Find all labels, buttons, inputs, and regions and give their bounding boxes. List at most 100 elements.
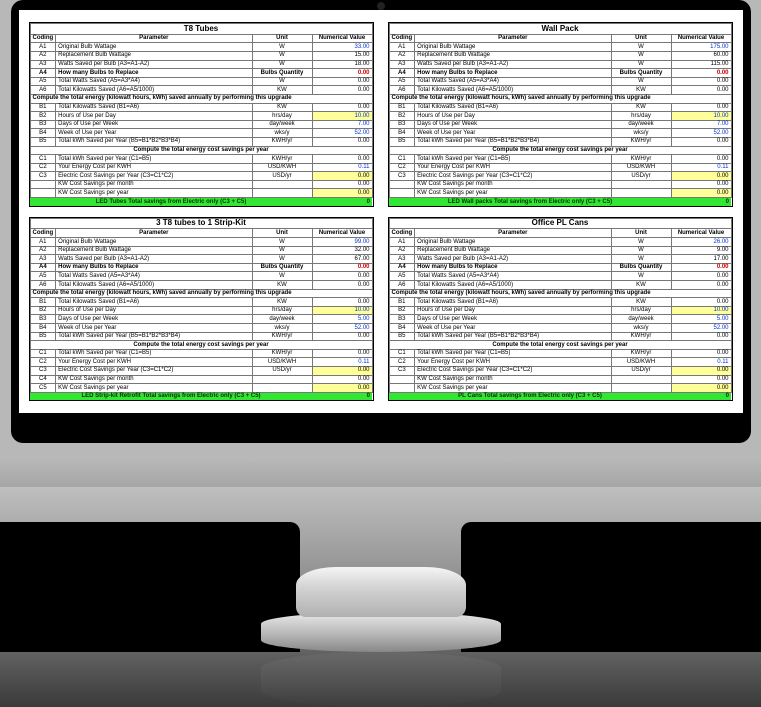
- shadow-left: [0, 522, 300, 652]
- row-code: [389, 189, 415, 198]
- row-value[interactable]: 5.00: [312, 315, 372, 324]
- row-value[interactable]: 0.00: [671, 103, 731, 112]
- row-value[interactable]: 67.00: [312, 255, 372, 264]
- row-value[interactable]: 10.00: [671, 306, 731, 315]
- row-value[interactable]: 0.00: [671, 375, 731, 384]
- table-row: C4 KW Cost Savings per month 0.00: [30, 375, 372, 384]
- row-value[interactable]: 10.00: [312, 306, 372, 315]
- row-value[interactable]: 33.00: [312, 43, 372, 52]
- row-value[interactable]: 0.11: [312, 163, 372, 172]
- row-value[interactable]: 52.00: [312, 324, 372, 333]
- table-row: C1 Total kWh Saved per Year (C1=B5) KWH/…: [30, 155, 372, 164]
- row-value[interactable]: 15.00: [312, 51, 372, 60]
- row-param: Days of Use per Week: [415, 120, 611, 129]
- table-row: B3 Days of Use per Week day/week 5.00: [30, 315, 372, 324]
- row-value[interactable]: 0.00: [671, 189, 731, 198]
- row-value[interactable]: 26.00: [671, 238, 731, 247]
- row-value[interactable]: 0.00: [671, 281, 731, 290]
- table-row: C1 Total kWh Saved per Year (C1=B5) KWH/…: [30, 349, 372, 358]
- row-value[interactable]: 0.00: [671, 263, 731, 272]
- hdr-unit: Unit: [611, 34, 671, 43]
- row-value[interactable]: 0.00: [671, 349, 731, 358]
- row-value[interactable]: 0.00: [312, 172, 372, 181]
- row-value[interactable]: 0.00: [671, 384, 731, 393]
- hdr-unit: Unit: [252, 34, 312, 43]
- table-row: B4 Week of Use per Year wks/y 52.00: [389, 324, 731, 333]
- row-value[interactable]: 0.00: [671, 272, 731, 281]
- row-value[interactable]: 0.00: [312, 103, 372, 112]
- row-unit: day/week: [252, 120, 312, 129]
- section-label: Compute the total energy cost savings pe…: [389, 341, 731, 350]
- row-value[interactable]: 99.00: [312, 238, 372, 247]
- row-value[interactable]: 52.00: [671, 324, 731, 333]
- row-code: [389, 375, 415, 384]
- row-value[interactable]: 0.00: [671, 137, 731, 146]
- row-code: B4: [30, 129, 56, 138]
- row-value[interactable]: 7.00: [312, 120, 372, 129]
- row-value[interactable]: 0.00: [312, 86, 372, 95]
- row-param: Total kWh Saved per Year (B5=B1*B2*B3*B4…: [415, 137, 611, 146]
- row-value[interactable]: 0.00: [312, 180, 372, 189]
- row-unit: KWH/yr: [611, 155, 671, 164]
- row-value[interactable]: 0.00: [671, 180, 731, 189]
- row-value[interactable]: 0.00: [312, 77, 372, 86]
- row-value[interactable]: 32.00: [312, 246, 372, 255]
- table-row: C3 Electric Cost Savings per Year (C3=C1…: [30, 366, 372, 375]
- row-value[interactable]: 52.00: [671, 129, 731, 138]
- panel-title: Office PL Cans: [389, 218, 731, 229]
- row-unit: [252, 189, 312, 198]
- row-value[interactable]: 0.00: [671, 155, 731, 164]
- row-value[interactable]: 0.00: [312, 137, 372, 146]
- row-value[interactable]: 0.00: [671, 332, 731, 341]
- row-value[interactable]: 60.00: [671, 51, 731, 60]
- row-value[interactable]: 0.00: [312, 332, 372, 341]
- panel-title: 3 T8 tubes to 1 Strip-Kit: [30, 218, 372, 229]
- row-value[interactable]: 0.00: [312, 189, 372, 198]
- row-value[interactable]: 0.11: [671, 163, 731, 172]
- row-value[interactable]: 0.00: [312, 349, 372, 358]
- row-value[interactable]: 115.00: [671, 60, 731, 69]
- row-value[interactable]: 175.00: [671, 43, 731, 52]
- row-value[interactable]: 10.00: [312, 112, 372, 121]
- row-value[interactable]: 9.00: [671, 246, 731, 255]
- row-value[interactable]: 52.00: [312, 129, 372, 138]
- row-value[interactable]: 5.00: [671, 315, 731, 324]
- row-value[interactable]: 0.00: [312, 272, 372, 281]
- row-value[interactable]: 0.00: [671, 86, 731, 95]
- row-value[interactable]: 7.00: [671, 120, 731, 129]
- row-value[interactable]: 0.00: [312, 281, 372, 290]
- section-label: Compute the total energy cost savings pe…: [30, 341, 372, 350]
- row-unit: KWH/yr: [252, 349, 312, 358]
- row-unit: [611, 189, 671, 198]
- row-value[interactable]: 0.00: [312, 298, 372, 307]
- row-value[interactable]: 0.00: [312, 69, 372, 78]
- row-value[interactable]: 0.00: [671, 298, 731, 307]
- header-row: Coding Parameter Unit Numerical Value: [30, 229, 372, 238]
- row-code: [30, 189, 56, 198]
- row-param: Hours of Use per Day: [415, 112, 611, 121]
- row-value[interactable]: 0.00: [671, 172, 731, 181]
- row-value[interactable]: 0.00: [671, 69, 731, 78]
- section-label: Compute the total energy (kilowatt hours…: [30, 94, 372, 103]
- row-value[interactable]: 0.11: [312, 358, 372, 367]
- table-row: A6 Total Kilowatts Saved (A6=A5/1000) KW…: [389, 281, 731, 290]
- row-value[interactable]: 0.00: [312, 384, 372, 393]
- row-param: How many Bulbs to Replace: [415, 263, 611, 272]
- row-value[interactable]: 0.11: [671, 358, 731, 367]
- row-value[interactable]: 10.00: [671, 112, 731, 121]
- row-value[interactable]: 18.00: [312, 60, 372, 69]
- header-row: Coding Parameter Unit Numerical Value: [389, 229, 731, 238]
- row-unit: day/week: [252, 315, 312, 324]
- table-row: B4 Week of Use per Year wks/y 52.00: [30, 129, 372, 138]
- row-value[interactable]: 0.00: [312, 375, 372, 384]
- row-code: A3: [30, 255, 56, 264]
- row-value[interactable]: 0.00: [671, 77, 731, 86]
- row-value[interactable]: 0.00: [671, 366, 731, 375]
- hdr-coding: Coding: [389, 34, 415, 43]
- table-row: A6 Total Kilowatts Saved (A6=A5/1000) KW…: [30, 281, 372, 290]
- row-value[interactable]: 0.00: [312, 366, 372, 375]
- row-value[interactable]: 0.00: [312, 263, 372, 272]
- table-row: A4 How many Bulbs to Replace Bulbs Quant…: [389, 263, 731, 272]
- row-value[interactable]: 17.00: [671, 255, 731, 264]
- row-value[interactable]: 0.00: [312, 155, 372, 164]
